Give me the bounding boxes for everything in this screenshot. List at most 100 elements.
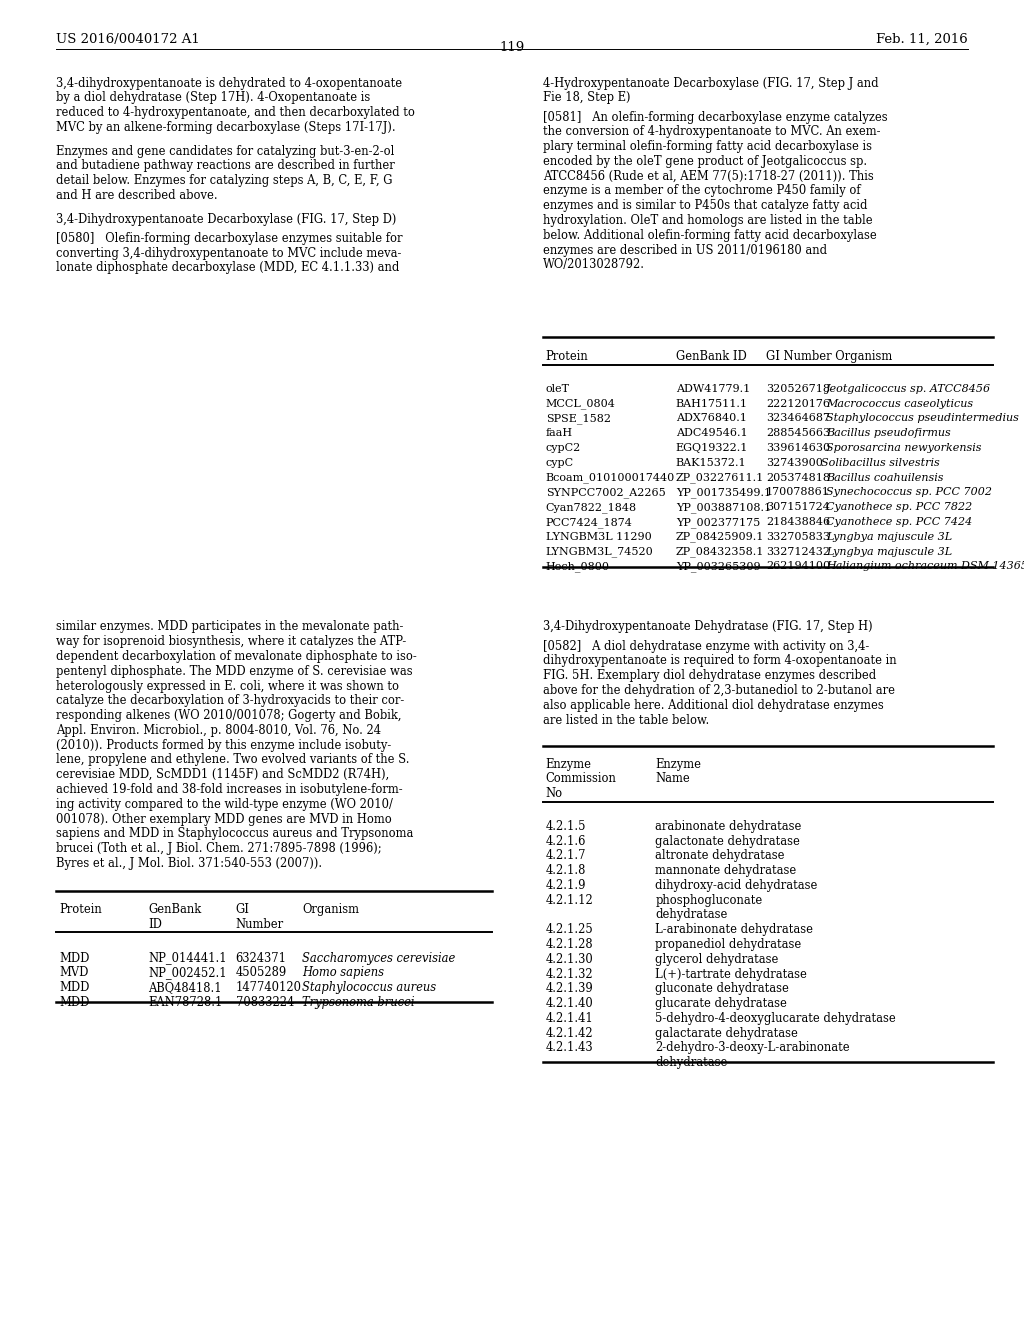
Text: YP_002377175: YP_002377175 — [676, 517, 760, 528]
Text: hydroxylation. OleT and homologs are listed in the table: hydroxylation. OleT and homologs are lis… — [543, 214, 872, 227]
Text: SPSE_1582: SPSE_1582 — [546, 413, 610, 424]
Text: 4505289: 4505289 — [236, 966, 287, 979]
Text: 3,4-Dihydroxypentanoate Decarboxylase (FIG. 17, Step D): 3,4-Dihydroxypentanoate Decarboxylase (F… — [56, 213, 396, 226]
Text: Protein: Protein — [546, 350, 589, 363]
Text: Commission: Commission — [546, 772, 616, 785]
Text: altronate dehydratase: altronate dehydratase — [655, 849, 784, 862]
Text: 332705833: 332705833 — [766, 532, 829, 541]
Text: 307151724: 307151724 — [766, 502, 829, 512]
Text: faaH: faaH — [546, 428, 572, 438]
Text: Synechococcus sp. PCC 7002: Synechococcus sp. PCC 7002 — [826, 487, 992, 498]
Text: Fie 18, Step E): Fie 18, Step E) — [543, 91, 630, 104]
Text: 32743900: 32743900 — [766, 458, 823, 467]
Text: 4.2.1.42: 4.2.1.42 — [546, 1027, 594, 1040]
Text: 119: 119 — [500, 41, 524, 54]
Text: 4.2.1.12: 4.2.1.12 — [546, 894, 594, 907]
Text: 4.2.1.30: 4.2.1.30 — [546, 953, 594, 966]
Text: FIG. 5H. Exemplary diol dehydratase enzymes described: FIG. 5H. Exemplary diol dehydratase enzy… — [543, 669, 876, 682]
Text: GI: GI — [236, 903, 250, 916]
Text: ADW41779.1: ADW41779.1 — [676, 384, 751, 393]
Text: WO/2013028792.: WO/2013028792. — [543, 259, 645, 272]
Text: YP_001735499.1: YP_001735499.1 — [676, 487, 771, 498]
Text: dihydroxypentanoate is required to form 4-oxopentanoate in: dihydroxypentanoate is required to form … — [543, 655, 896, 668]
Text: US 2016/0040172 A1: US 2016/0040172 A1 — [56, 33, 200, 46]
Text: LYNGBM3L 11290: LYNGBM3L 11290 — [546, 532, 651, 541]
Text: Staphylococcus aureus: Staphylococcus aureus — [302, 981, 436, 994]
Text: cypC2: cypC2 — [546, 444, 581, 453]
Text: ADC49546.1: ADC49546.1 — [676, 428, 748, 438]
Text: 4.2.1.7: 4.2.1.7 — [546, 849, 587, 862]
Text: responding alkenes (WO 2010/001078; Gogerty and Bobik,: responding alkenes (WO 2010/001078; Goge… — [56, 709, 401, 722]
Text: Homo sapiens: Homo sapiens — [302, 966, 384, 979]
Text: ATCC8456 (Rude et al, AEM 77(5):1718-27 (2011)). This: ATCC8456 (Rude et al, AEM 77(5):1718-27 … — [543, 170, 873, 182]
Text: lene, propylene and ethylene. Two evolved variants of the S.: lene, propylene and ethylene. Two evolve… — [56, 754, 410, 767]
Text: 4.2.1.5: 4.2.1.5 — [546, 820, 587, 833]
Text: arabinonate dehydratase: arabinonate dehydratase — [655, 820, 802, 833]
Text: (2010)). Products formed by this enzyme include isobuty-: (2010)). Products formed by this enzyme … — [56, 739, 391, 751]
Text: [0582]   A diol dehydratase enzyme with activity on 3,4-: [0582] A diol dehydratase enzyme with ac… — [543, 640, 869, 652]
Text: GenBank: GenBank — [148, 903, 202, 916]
Text: Lyngbya majuscule 3L: Lyngbya majuscule 3L — [826, 532, 952, 541]
Text: [0581]   An olefin-forming decarboxylase enzyme catalyzes: [0581] An olefin-forming decarboxylase e… — [543, 111, 888, 124]
Text: Cyanothece sp. PCC 7822: Cyanothece sp. PCC 7822 — [826, 502, 973, 512]
Text: 4.2.1.6: 4.2.1.6 — [546, 834, 586, 847]
Text: propanediol dehydratase: propanediol dehydratase — [655, 939, 802, 950]
Text: Bacillus coahuilensis: Bacillus coahuilensis — [826, 473, 944, 483]
Text: 4.2.1.28: 4.2.1.28 — [546, 939, 594, 950]
Text: similar enzymes. MDD participates in the mevalonate path-: similar enzymes. MDD participates in the… — [56, 620, 403, 634]
Text: 3,4-Dihydroxypentanoate Dehydratase (FIG. 17, Step H): 3,4-Dihydroxypentanoate Dehydratase (FIG… — [543, 620, 872, 634]
Text: Enzyme: Enzyme — [655, 758, 701, 771]
Text: Bacillus pseudofirmus: Bacillus pseudofirmus — [826, 428, 951, 438]
Text: MDD: MDD — [59, 981, 90, 994]
Text: 4.2.1.43: 4.2.1.43 — [546, 1041, 594, 1055]
Text: Solibacillus silvestris: Solibacillus silvestris — [821, 458, 940, 467]
Text: Enzyme: Enzyme — [546, 758, 592, 771]
Text: GI Number Organism: GI Number Organism — [766, 350, 892, 363]
Text: brucei (Toth et al., J Biol. Chem. 271:7895-7898 (1996);: brucei (Toth et al., J Biol. Chem. 271:7… — [56, 842, 382, 855]
Text: NP_014441.1: NP_014441.1 — [148, 952, 227, 965]
Text: above for the dehydration of 2,3-butanediol to 2-butanol are: above for the dehydration of 2,3-butaned… — [543, 684, 895, 697]
Text: 001078). Other exemplary MDD genes are MVD in Homo: 001078). Other exemplary MDD genes are M… — [56, 813, 392, 825]
Text: 323464687: 323464687 — [766, 413, 829, 424]
Text: 4.2.1.9: 4.2.1.9 — [546, 879, 587, 892]
Text: 6324371: 6324371 — [236, 952, 287, 965]
Text: ID: ID — [148, 917, 163, 931]
Text: 4.2.1.39: 4.2.1.39 — [546, 982, 594, 995]
Text: ABQ48418.1: ABQ48418.1 — [148, 981, 222, 994]
Text: are listed in the table below.: are listed in the table below. — [543, 714, 709, 726]
Text: phosphogluconate: phosphogluconate — [655, 894, 763, 907]
Text: Sporosarcina newyorkensis: Sporosarcina newyorkensis — [826, 444, 982, 453]
Text: 205374818: 205374818 — [766, 473, 829, 483]
Text: gluconate dehydratase: gluconate dehydratase — [655, 982, 790, 995]
Text: pentenyl diphosphate. The MDD enzyme of S. cerevisiae was: pentenyl diphosphate. The MDD enzyme of … — [56, 665, 413, 677]
Text: MDD: MDD — [59, 952, 90, 965]
Text: 320526718: 320526718 — [766, 384, 829, 393]
Text: glycerol dehydratase: glycerol dehydratase — [655, 953, 778, 966]
Text: plary terminal olefin-forming fatty acid decarboxylase is: plary terminal olefin-forming fatty acid… — [543, 140, 871, 153]
Text: 4.2.1.32: 4.2.1.32 — [546, 968, 594, 981]
Text: enzyme is a member of the cytochrome P450 family of: enzyme is a member of the cytochrome P45… — [543, 185, 860, 198]
Text: 332712432: 332712432 — [766, 546, 829, 557]
Text: mannonate dehydratase: mannonate dehydratase — [655, 865, 797, 876]
Text: Trypsonoma brucei: Trypsonoma brucei — [302, 997, 415, 1008]
Text: LYNGBM3L_74520: LYNGBM3L_74520 — [546, 546, 653, 557]
Text: way for isoprenoid biosynthesis, where it catalyzes the ATP-: way for isoprenoid biosynthesis, where i… — [56, 635, 407, 648]
Text: Saccharomyces cerevisiae: Saccharomyces cerevisiae — [302, 952, 456, 965]
Text: oleT: oleT — [546, 384, 569, 393]
Text: 147740120: 147740120 — [236, 981, 301, 994]
Text: ZP_08425909.1: ZP_08425909.1 — [676, 532, 764, 543]
Text: encoded by the oleT gene product of Jeotgalicoccus sp.: encoded by the oleT gene product of Jeot… — [543, 154, 867, 168]
Text: heterologously expressed in E. coli, where it was shown to: heterologously expressed in E. coli, whe… — [56, 680, 399, 693]
Text: 4.2.1.8: 4.2.1.8 — [546, 865, 586, 876]
Text: MVD: MVD — [59, 966, 89, 979]
Text: catalyze the decarboxylation of 3-hydroxyacids to their cor-: catalyze the decarboxylation of 3-hydrox… — [56, 694, 404, 708]
Text: BAK15372.1: BAK15372.1 — [676, 458, 746, 467]
Text: ADX76840.1: ADX76840.1 — [676, 413, 746, 424]
Text: galactonate dehydratase: galactonate dehydratase — [655, 834, 800, 847]
Text: below. Additional olefin-forming fatty acid decarboxylase: below. Additional olefin-forming fatty a… — [543, 228, 877, 242]
Text: and H are described above.: and H are described above. — [56, 189, 218, 202]
Text: Staphylococcus pseudintermedius: Staphylococcus pseudintermedius — [826, 413, 1019, 424]
Text: cerevisiae MDD, ScMDD1 (1145F) and ScMDD2 (R74H),: cerevisiae MDD, ScMDD1 (1145F) and ScMDD… — [56, 768, 389, 781]
Text: 2-dehydro-3-deoxy-L-arabinonate: 2-dehydro-3-deoxy-L-arabinonate — [655, 1041, 850, 1055]
Text: GenBank ID: GenBank ID — [676, 350, 746, 363]
